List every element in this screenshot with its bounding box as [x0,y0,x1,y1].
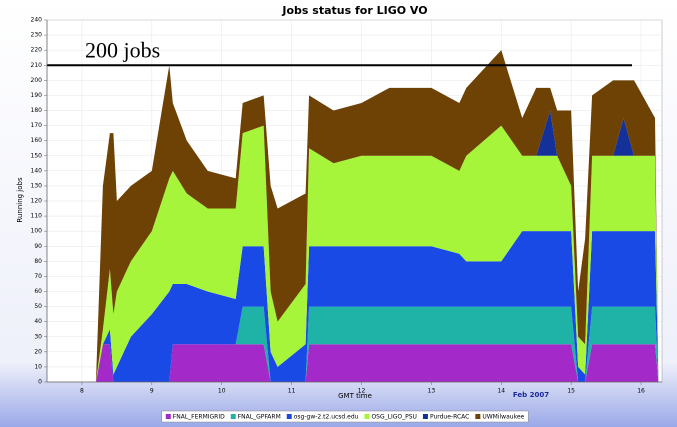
y-tick-label: 120 [31,198,43,205]
y-tick-label: 60 [34,288,42,295]
areas [95,50,659,383]
y-axis-label: Running jobs [16,177,24,223]
y-tick-label: 40 [34,318,42,325]
x-tick-label: 8 [80,388,84,395]
y-tick-label: 210 [31,62,43,69]
y-tick-label: 230 [31,32,43,39]
x-tick-label: 9 [150,388,154,395]
legend-swatch [475,414,481,419]
y-tick-label: 180 [31,107,43,114]
legend-swatch [165,414,171,419]
area [95,306,659,382]
area [95,344,659,382]
y-tick-label: 160 [31,137,43,144]
x-sublabel: Feb 2007 [513,391,549,399]
y-tick-label: 100 [31,228,43,235]
x-tick-label: 11 [288,388,296,395]
legend-label: FNAL_FERMIGRID [173,414,225,421]
y-tick-label: 170 [31,122,43,129]
y-tick-label: 240 [31,17,43,24]
y-tick-label: 20 [34,348,42,355]
x-tick-label: 14 [497,388,505,395]
y-tick-label: 30 [34,333,42,340]
legend-swatch [364,414,370,419]
y-tick-label: 220 [31,47,43,54]
area [95,125,659,382]
x-tick-label: 16 [637,388,645,395]
x-tick-label: 12 [358,388,366,395]
y-tick-label: 190 [31,92,43,99]
legend-label: Purdue-RCAC [430,414,469,421]
y-tick-label: 80 [34,258,42,265]
legend-swatch [422,414,428,419]
legend-label: UWMilwaukee [482,414,524,421]
y-tick-label: 200 [31,77,43,84]
y-tick-label: 110 [31,213,43,220]
legend-swatch [230,414,236,419]
legend-swatch [286,414,292,419]
y-tick-label: 150 [31,152,43,159]
x-tick-label: 10 [218,388,226,395]
y-tick-label: 70 [34,273,42,280]
x-axis-label: GMT time [338,392,372,400]
legend: FNAL_FERMIGRID FNAL_GPFARM osg-gw-2.t2.ucs… [161,410,529,423]
area [95,50,659,383]
legend-box [161,410,529,423]
chart-title: Jobs status for LIGO VO [281,4,427,17]
legend-label: OSG_LIGO_PSU [371,414,416,421]
y-tick-label: 140 [31,167,43,174]
axes: 0 10 20 30 40 50 60 70 80 90 100 110 120 130 140 150 160… [31,17,662,395]
y-tick-label: 0 [38,379,42,386]
annotation-text: 200 jobs [85,37,160,62]
y-tick-label: 10 [34,363,42,370]
area [95,231,659,382]
y-tick-label: 130 [31,182,43,189]
y-tick-label: 90 [34,243,42,250]
legend-label: osg-gw-2.t2.ucsd.edu [294,414,359,421]
legend-label: FNAL_GPFARM [238,414,281,421]
y-tick-label: 50 [34,303,42,310]
x-tick-label: 15 [567,388,575,395]
x-tick-label: 13 [428,388,436,395]
